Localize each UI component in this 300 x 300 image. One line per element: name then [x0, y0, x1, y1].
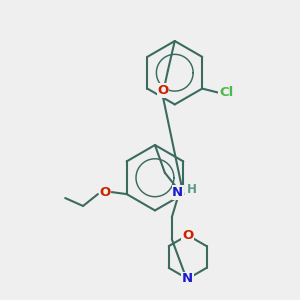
Text: O: O [99, 186, 110, 199]
Text: O: O [157, 84, 169, 97]
Text: O: O [182, 229, 193, 242]
Text: N: N [172, 186, 183, 199]
Text: Cl: Cl [219, 86, 233, 99]
Text: H: H [187, 183, 197, 196]
Text: N: N [182, 272, 193, 285]
